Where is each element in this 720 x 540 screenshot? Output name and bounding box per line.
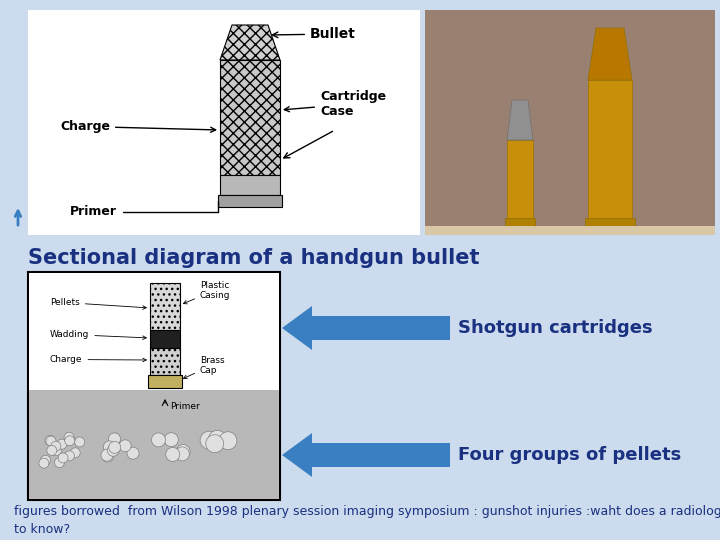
Bar xyxy=(425,226,715,235)
Bar xyxy=(220,175,280,195)
Bar xyxy=(425,10,715,235)
Bar xyxy=(150,348,180,375)
Circle shape xyxy=(200,431,218,449)
Text: Brass
Cap: Brass Cap xyxy=(184,356,225,379)
Circle shape xyxy=(65,435,75,445)
Polygon shape xyxy=(282,306,450,350)
Text: figures borrowed  from Wilson 1998 plenary session imaging symposium : gunshot i: figures borrowed from Wilson 1998 plenar… xyxy=(14,505,720,536)
Text: Primer: Primer xyxy=(170,402,199,411)
Circle shape xyxy=(45,435,55,445)
Bar xyxy=(148,375,182,388)
Bar xyxy=(28,272,280,500)
Bar xyxy=(29,273,279,390)
Text: Charge: Charge xyxy=(50,355,146,364)
Circle shape xyxy=(219,431,237,450)
Bar xyxy=(29,390,279,499)
Circle shape xyxy=(51,441,61,451)
Text: Primer: Primer xyxy=(70,201,218,218)
Circle shape xyxy=(109,433,120,445)
Bar xyxy=(220,60,280,175)
Circle shape xyxy=(175,447,189,461)
Bar xyxy=(507,140,533,220)
Circle shape xyxy=(127,447,139,459)
Bar xyxy=(28,10,420,235)
Bar xyxy=(150,330,180,348)
Text: Pellets: Pellets xyxy=(50,298,146,309)
Polygon shape xyxy=(588,28,632,80)
Bar xyxy=(150,283,180,330)
Circle shape xyxy=(208,430,226,448)
Text: Sectional diagram of a handgun bullet: Sectional diagram of a handgun bullet xyxy=(28,248,480,268)
Bar xyxy=(218,195,282,207)
Circle shape xyxy=(166,448,180,462)
Circle shape xyxy=(65,436,75,446)
Circle shape xyxy=(206,435,224,453)
Circle shape xyxy=(47,446,57,455)
Text: Bullet: Bullet xyxy=(272,27,356,41)
Polygon shape xyxy=(282,433,450,477)
Circle shape xyxy=(119,440,131,452)
Text: Shotgun cartridges: Shotgun cartridges xyxy=(458,319,652,337)
Circle shape xyxy=(71,448,80,458)
Circle shape xyxy=(40,455,50,465)
Text: Four groups of pellets: Four groups of pellets xyxy=(458,446,681,464)
Circle shape xyxy=(51,446,61,456)
Circle shape xyxy=(164,433,179,447)
Circle shape xyxy=(55,457,65,468)
Circle shape xyxy=(102,450,114,462)
Text: Cartridge
Case: Cartridge Case xyxy=(284,90,386,118)
Circle shape xyxy=(107,444,120,456)
Circle shape xyxy=(176,444,190,458)
Circle shape xyxy=(109,441,121,454)
Circle shape xyxy=(39,458,49,468)
Text: Charge: Charge xyxy=(60,120,216,133)
Polygon shape xyxy=(220,25,280,60)
Circle shape xyxy=(101,449,113,461)
Circle shape xyxy=(75,437,85,447)
Circle shape xyxy=(58,453,68,463)
Circle shape xyxy=(65,451,74,461)
Bar xyxy=(585,218,635,228)
Bar xyxy=(425,226,715,235)
Text: Plastic
Casing: Plastic Casing xyxy=(184,281,230,304)
Circle shape xyxy=(64,433,74,442)
Circle shape xyxy=(57,439,67,449)
Polygon shape xyxy=(507,100,533,140)
Circle shape xyxy=(104,441,115,453)
Bar xyxy=(505,218,535,226)
Circle shape xyxy=(151,433,166,447)
Circle shape xyxy=(46,436,56,446)
Bar xyxy=(588,80,632,220)
Text: Wadding: Wadding xyxy=(50,330,146,340)
